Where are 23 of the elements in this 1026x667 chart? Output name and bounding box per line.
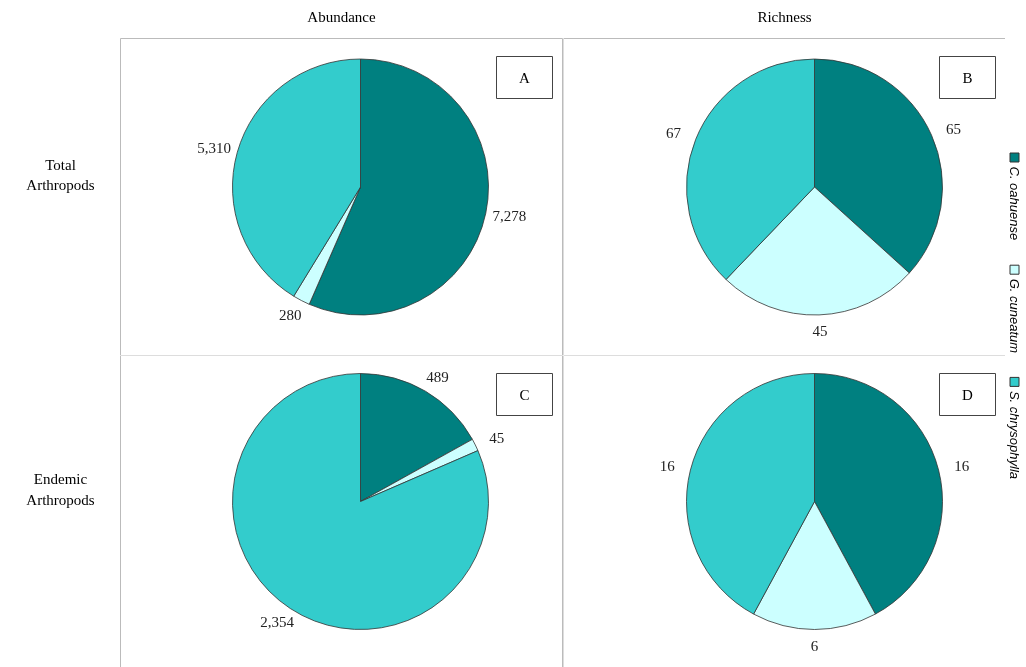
text: D <box>962 386 974 403</box>
data-label: 6 <box>810 637 819 654</box>
chart-title: Abundance <box>307 8 376 25</box>
data-label: 7,278 <box>492 208 527 225</box>
data-label: 16 <box>659 458 676 475</box>
data-label: 2,354 <box>260 613 295 630</box>
legend-label: S. chrysophylla <box>1007 390 1022 480</box>
legend-label: C. oahuense <box>1007 166 1022 241</box>
data-label: 5,310 <box>197 139 232 156</box>
data-label: 67 <box>665 125 682 142</box>
data-label: 45 <box>812 322 828 339</box>
data-label: 45 <box>489 429 505 446</box>
data-label: 280 <box>279 306 302 323</box>
data-label: 16 <box>954 458 970 475</box>
data-label: 65 <box>945 120 961 137</box>
text: C <box>519 386 530 403</box>
text: Endemic Arthropods <box>26 471 95 508</box>
text: Total Arthropods <box>26 156 95 194</box>
data-label: 489 <box>426 369 449 386</box>
chart-title: Richness <box>757 8 812 25</box>
legend-label: G. cuneatum <box>1007 278 1022 354</box>
text: B <box>962 69 973 86</box>
text: A <box>519 69 531 86</box>
